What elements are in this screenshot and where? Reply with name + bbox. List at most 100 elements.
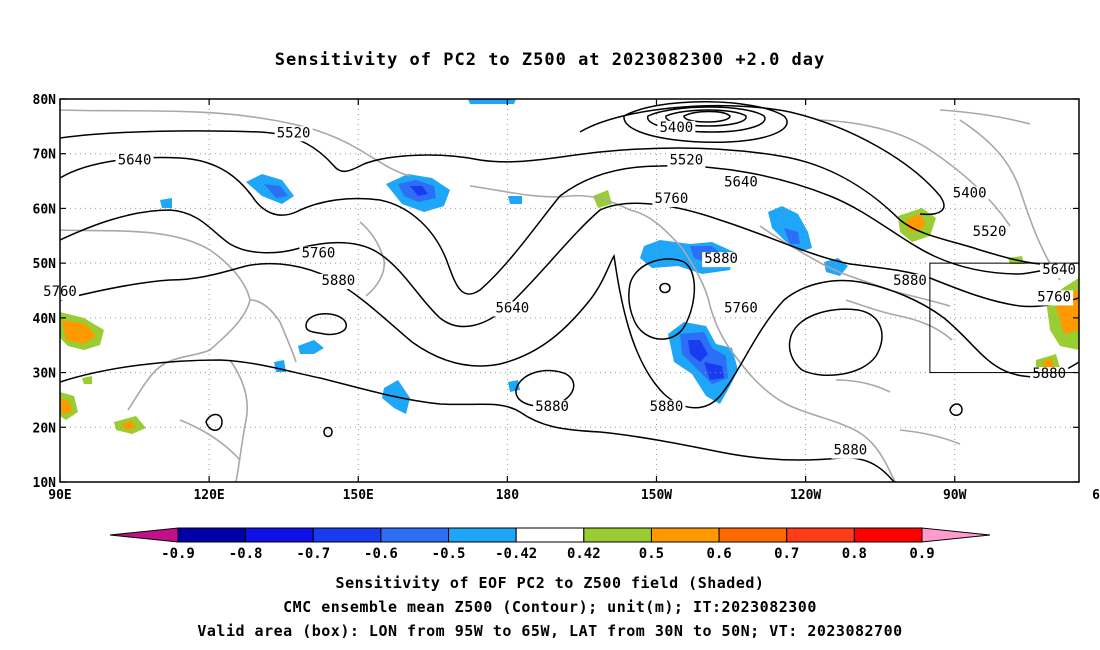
contour-label-text: 5520: [669, 153, 703, 169]
z500-contour-closed-high: [205, 413, 223, 431]
colorbar: -0.9 -0.8 -0.7 -0.6 -0.5 -0.42 0.42 0.5 0.6 0.7 0.…: [109, 527, 991, 562]
caption-line-2: CMC ensemble mean Z500 (Contour); unit(m…: [283, 598, 817, 616]
colorbar-label: -0.42: [495, 546, 537, 562]
contour-label: 5520: [970, 224, 1009, 240]
plot-title: Sensitivity of PC2 to Z500 at 2023082300…: [274, 50, 826, 70]
contour-label-bg: [721, 301, 760, 317]
colorbar-label: -0.7: [296, 546, 330, 562]
lon-label: 90E: [48, 488, 71, 503]
contour-label: 5640: [115, 153, 154, 169]
z500-contour-closed-low: [683, 110, 731, 123]
colorbar-label: 0.9: [909, 546, 934, 562]
contour-label-text: 5760: [1037, 289, 1071, 305]
colorbar-high-arrow: [921, 527, 991, 543]
contour-label: 5520: [667, 153, 706, 169]
contour-label-text: 5400: [660, 120, 694, 136]
z500-contour-closed-high: [628, 258, 695, 340]
colorbar-label: -0.8: [229, 546, 263, 562]
latitude-labels: 10N 20N 30N 40N 50N 60N 70N 80N: [33, 93, 1079, 491]
z500-contour-closed-low: [623, 101, 788, 144]
contour-label: 5880: [890, 273, 929, 290]
contour-label: 5880: [702, 251, 741, 268]
contour-label-text: 5880: [322, 273, 356, 289]
contour-label-text: 5880: [650, 399, 684, 415]
contour-label: 5520: [274, 125, 313, 142]
contour-label-bg: [274, 126, 313, 142]
colorbar-swatch: [718, 527, 788, 543]
contour-label-bg: [652, 191, 691, 207]
colorbar-swatch: [380, 527, 450, 543]
z500-contour-closed-high: [788, 308, 883, 376]
contour-label-text: 5880: [535, 399, 569, 415]
contour-label-text: 5760: [655, 191, 689, 207]
map-frame: [59, 98, 1080, 483]
z500-contour-5400: [579, 104, 945, 216]
colorbar-label: 0.5: [639, 546, 664, 562]
colorbar-swatch: [245, 527, 314, 543]
contour-label-bg: [115, 153, 154, 169]
contour-label: 5640: [721, 175, 760, 191]
z500-contour-closed-high: [949, 403, 963, 416]
contour-label-bg: [493, 301, 532, 317]
contour-label-bg: [647, 399, 686, 415]
contour-label: 5400: [950, 185, 989, 202]
contour-label-text: 5640: [724, 175, 758, 191]
colorbar-label: 0.6: [706, 546, 731, 562]
contour-label-text: 5520: [973, 224, 1007, 240]
z500-contours: [60, 101, 1079, 482]
colorbar-low-arrow: [109, 527, 179, 543]
contour-label-bg: [657, 120, 696, 136]
lat-label: 40N: [33, 312, 57, 327]
lon-label: 180: [496, 488, 520, 503]
contour-label-bg: [890, 274, 929, 290]
contour-label-bg: [702, 252, 741, 268]
contour-label: 5880: [647, 399, 686, 415]
contour-label: 5880: [831, 443, 870, 459]
contour-label-text: 5880: [833, 443, 867, 459]
lon-label: 60W: [1092, 488, 1100, 503]
lon-label: 120E: [193, 488, 224, 503]
z500-contour-closed-high: [323, 426, 333, 438]
contour-label-text: 5760: [724, 300, 758, 316]
positive-sensitivity-areas: [60, 190, 1079, 434]
contour-label-text: 5520: [277, 125, 311, 141]
lat-label: 10N: [33, 476, 57, 491]
colorbar-swatch: [583, 527, 652, 543]
contour-label-bg: [970, 224, 1009, 240]
contour-label-bg: [1035, 290, 1074, 306]
contour-label: 5760: [1035, 289, 1074, 306]
contour-label-bg: [299, 246, 338, 262]
lon-label: 150W: [641, 488, 672, 503]
contour-label: 5880: [1030, 366, 1069, 383]
colorbar-swatch: [515, 527, 585, 543]
contour-label-text: 5640: [1042, 262, 1076, 278]
lat-label: 80N: [33, 93, 57, 108]
colorbar-label: -0.9: [161, 546, 195, 562]
lon-label: 120W: [790, 488, 821, 503]
colorbar-swatch: [853, 527, 923, 543]
contour-label-text: 5880: [893, 273, 927, 289]
contour-label-text: 5880: [704, 251, 738, 267]
colorbar-swatch: [650, 527, 720, 543]
contour-label-bg: [950, 186, 989, 202]
sensitivity-shading: [60, 99, 1079, 434]
z500-contour-closed-high: [515, 369, 575, 408]
contour-label-bg: [721, 175, 760, 191]
caption-line-1: Sensitivity of EOF PC2 to Z500 field (Sh…: [335, 574, 765, 592]
contour-label-text: 5760: [302, 246, 336, 262]
contour-label: 5640: [493, 300, 532, 317]
colorbar-label: 0.42: [567, 546, 601, 562]
lon-label: 90W: [943, 488, 967, 503]
contour-label: 5640: [1040, 262, 1079, 279]
contour-label-text: 5880: [1032, 366, 1066, 382]
contour-label-bg: [1030, 367, 1069, 383]
colorbar-swatch: [177, 527, 247, 543]
z500-contour-closed-high: [659, 282, 671, 294]
lat-label: 50N: [33, 257, 57, 272]
contour-labels: 5520 5640 5400 5520 5640 5760 5400 5520 5640 5760…: [41, 120, 1079, 459]
z500-contour-5880: [60, 253, 1079, 409]
z500-contour-closed-high: [305, 313, 347, 336]
z500-contour-5880-south: [60, 359, 895, 482]
colorbar-label: -0.5: [432, 546, 466, 562]
